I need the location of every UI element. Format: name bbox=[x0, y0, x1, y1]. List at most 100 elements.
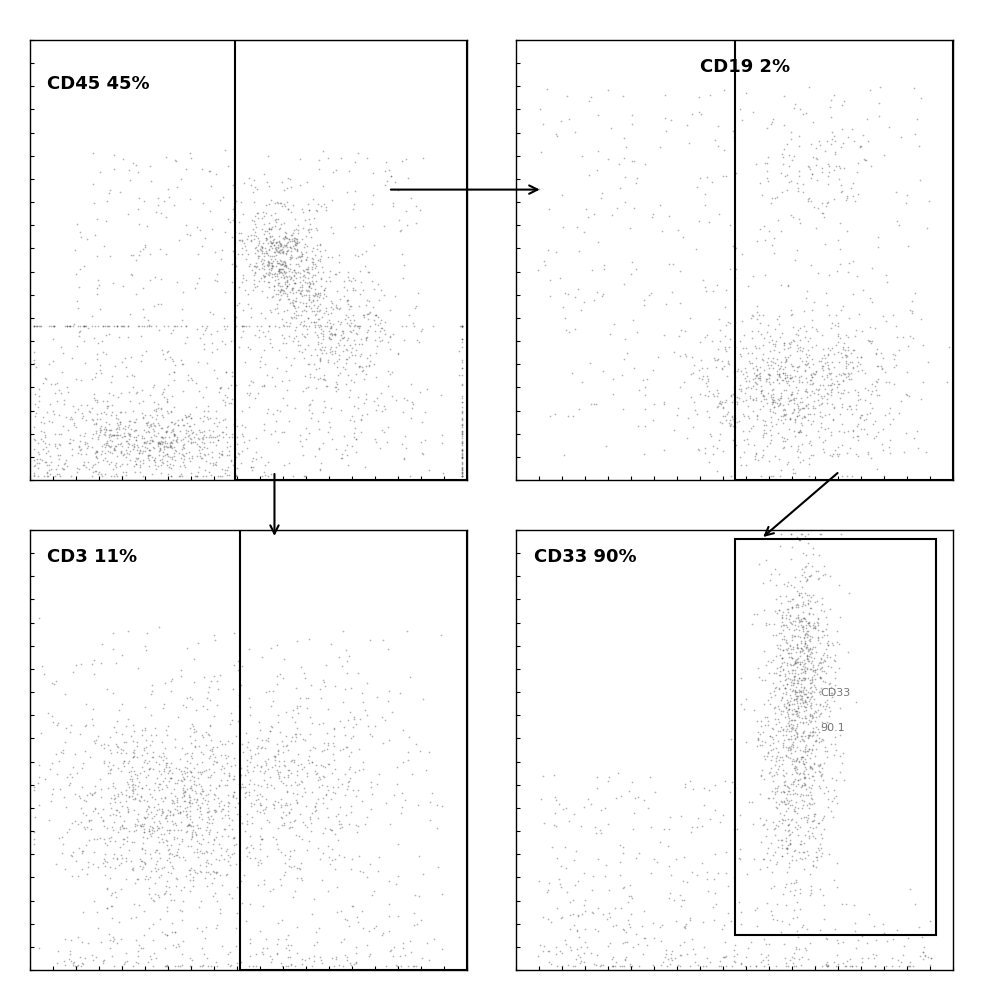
Point bbox=[153, 429, 169, 445]
Point bbox=[768, 603, 783, 619]
Point bbox=[801, 691, 817, 707]
Point bbox=[253, 831, 269, 847]
Point bbox=[684, 864, 700, 880]
Point bbox=[783, 649, 799, 665]
Point bbox=[813, 353, 829, 369]
Point bbox=[778, 365, 793, 381]
Point bbox=[801, 727, 817, 743]
Point bbox=[242, 707, 258, 723]
Point bbox=[421, 744, 437, 760]
Point bbox=[553, 879, 569, 895]
Point bbox=[87, 949, 103, 965]
Point bbox=[833, 345, 849, 361]
Point bbox=[229, 460, 245, 476]
Point bbox=[878, 313, 894, 329]
Point bbox=[774, 165, 789, 181]
Point bbox=[128, 432, 144, 448]
Point bbox=[771, 602, 786, 618]
Point bbox=[622, 783, 638, 799]
Point bbox=[277, 257, 293, 273]
Point bbox=[200, 804, 215, 820]
Point bbox=[298, 287, 314, 303]
Point bbox=[224, 426, 240, 442]
Point bbox=[797, 751, 813, 767]
Point bbox=[783, 591, 799, 607]
Point bbox=[870, 229, 886, 245]
Point bbox=[144, 789, 160, 805]
Point bbox=[306, 953, 322, 969]
Point bbox=[788, 753, 804, 769]
Point bbox=[28, 405, 44, 421]
Point bbox=[293, 773, 309, 789]
Point bbox=[174, 468, 190, 484]
Point bbox=[128, 252, 144, 268]
Point bbox=[593, 802, 609, 818]
Point bbox=[356, 371, 372, 387]
Point bbox=[250, 230, 266, 246]
Point bbox=[66, 759, 81, 775]
Point bbox=[184, 829, 200, 845]
Point bbox=[159, 873, 175, 889]
Point bbox=[815, 732, 831, 748]
Point bbox=[100, 437, 116, 453]
Point bbox=[270, 915, 286, 931]
Point bbox=[793, 394, 809, 410]
Point bbox=[733, 381, 749, 397]
Point bbox=[787, 852, 803, 868]
Point bbox=[789, 359, 805, 375]
Point bbox=[114, 447, 130, 463]
Point bbox=[222, 214, 238, 230]
Point bbox=[141, 880, 157, 896]
Point bbox=[597, 261, 613, 277]
Point bbox=[128, 422, 144, 438]
Point bbox=[268, 194, 284, 210]
Point bbox=[45, 353, 61, 369]
Point bbox=[265, 881, 281, 897]
Point bbox=[348, 183, 363, 199]
Point bbox=[792, 654, 808, 670]
Point bbox=[354, 359, 369, 375]
Point bbox=[831, 764, 847, 780]
Point bbox=[252, 852, 268, 868]
Point bbox=[736, 406, 752, 422]
Point bbox=[346, 782, 361, 798]
Point bbox=[159, 750, 175, 766]
Point bbox=[113, 931, 129, 947]
Point bbox=[705, 438, 721, 454]
Point bbox=[142, 158, 158, 174]
Point bbox=[700, 883, 716, 899]
Point bbox=[808, 859, 824, 875]
Point bbox=[827, 736, 843, 752]
Point bbox=[186, 674, 202, 690]
Point bbox=[787, 368, 803, 384]
Point bbox=[361, 856, 377, 872]
Point bbox=[96, 740, 112, 756]
Point bbox=[574, 939, 590, 955]
Point bbox=[274, 282, 290, 298]
Point bbox=[627, 790, 642, 806]
Point bbox=[301, 397, 317, 413]
Point bbox=[361, 293, 377, 309]
Point bbox=[138, 435, 154, 451]
Point bbox=[455, 464, 471, 480]
Point bbox=[105, 775, 121, 791]
Point bbox=[164, 785, 180, 801]
Point bbox=[145, 415, 161, 431]
Point bbox=[257, 310, 273, 326]
Point bbox=[218, 364, 234, 380]
Point bbox=[168, 427, 184, 443]
Point bbox=[73, 814, 89, 830]
Point bbox=[807, 644, 823, 660]
Point bbox=[780, 349, 796, 365]
Point bbox=[271, 263, 287, 279]
Point bbox=[269, 234, 285, 250]
Point bbox=[770, 371, 785, 387]
Point bbox=[774, 429, 789, 445]
Point bbox=[313, 296, 329, 312]
Point bbox=[344, 344, 359, 360]
Point bbox=[315, 371, 331, 387]
Point bbox=[549, 900, 565, 916]
Point bbox=[376, 326, 392, 342]
Point bbox=[388, 957, 404, 973]
Point bbox=[852, 409, 868, 425]
